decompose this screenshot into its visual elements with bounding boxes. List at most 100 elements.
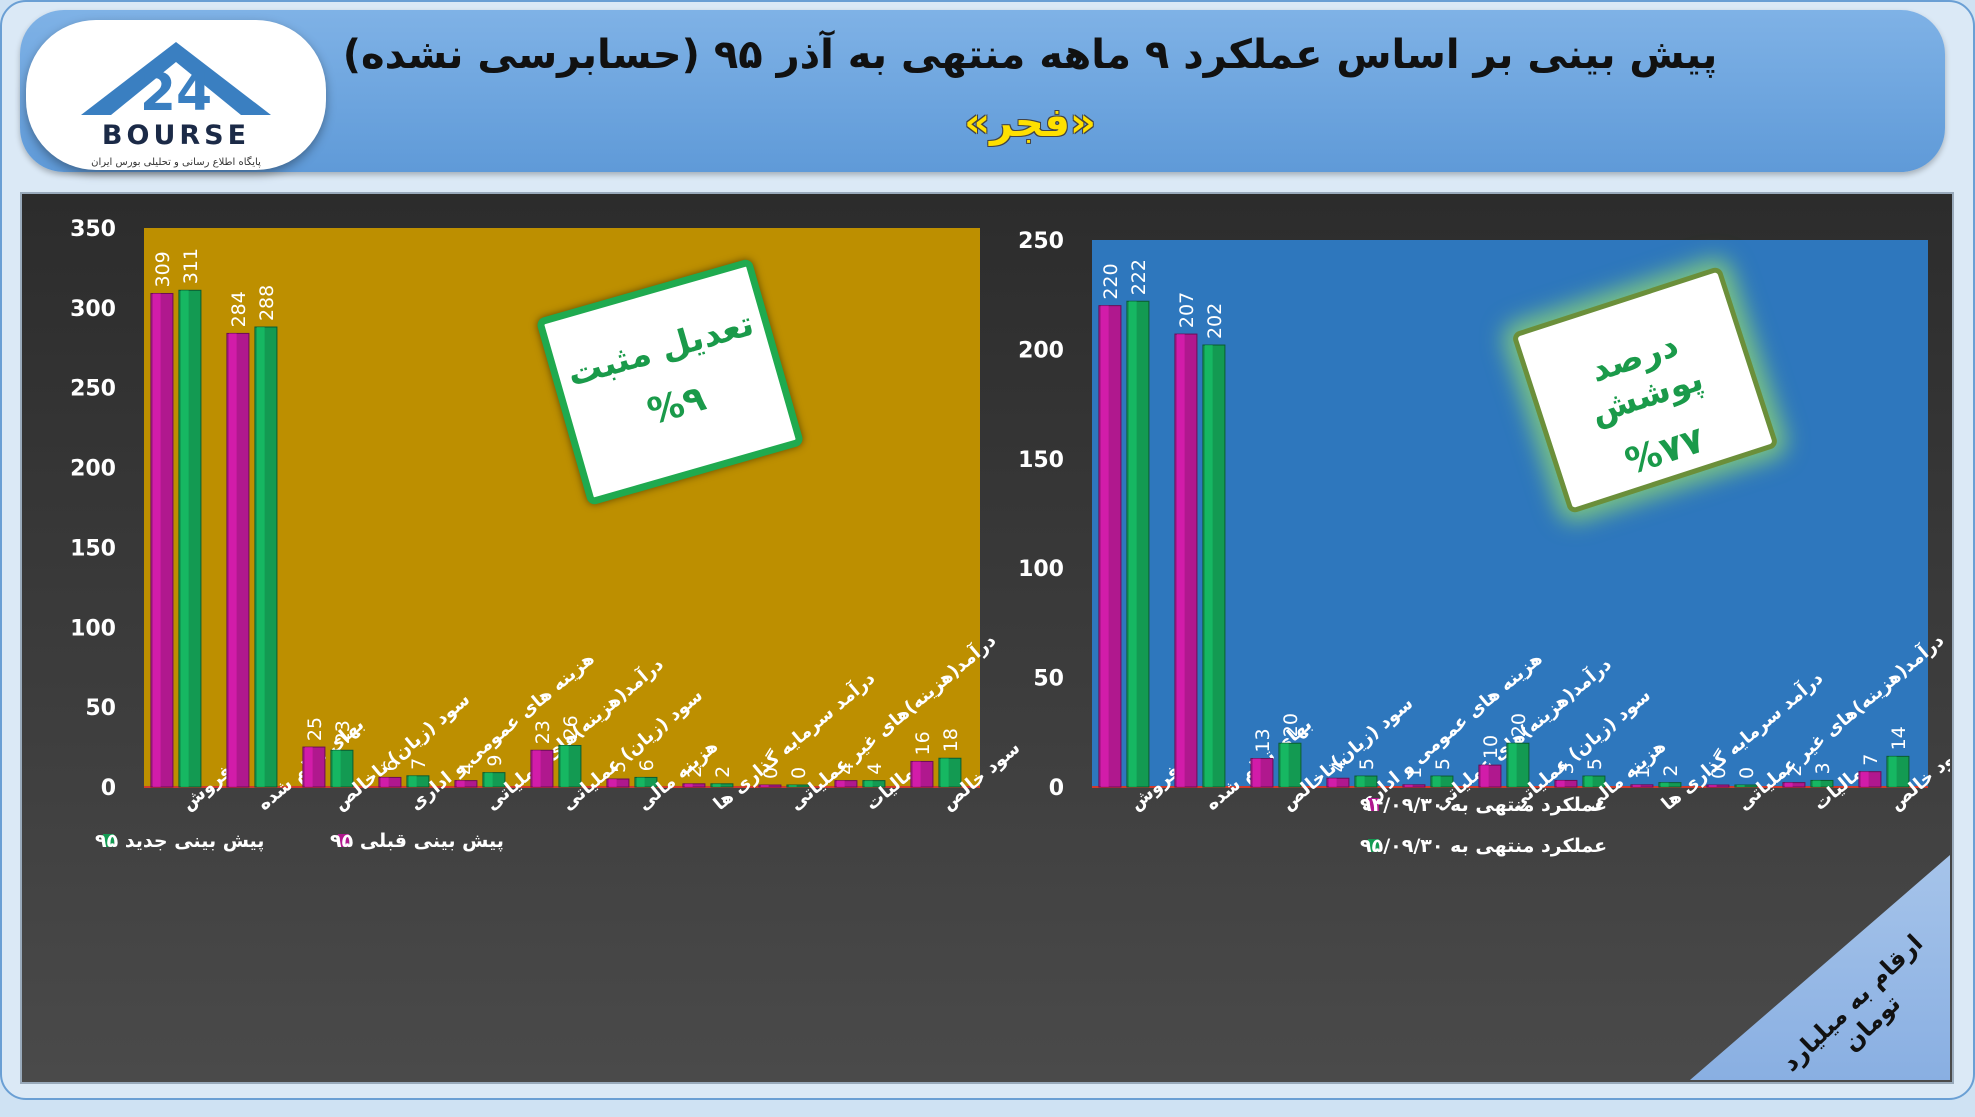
legend-label-0-0: پیش بینی قبلی ۹۵ (330, 830, 504, 852)
bar-highlight-0-0-5 (532, 750, 541, 787)
logo: 24 BOURSE پایگاه اطلاع رسانی و تحلیلی بو… (26, 20, 326, 170)
data-label-0-1-9: 4 (864, 763, 886, 775)
legend-swatch-0-0 (338, 834, 349, 847)
bar-0-1-7 (710, 783, 734, 788)
data-label-1-0-5: 10 (1480, 735, 1502, 759)
bar-1-0-4 (1402, 784, 1426, 788)
bar-highlight-0-1-6 (636, 777, 645, 787)
bar-highlight-1-1-7 (1660, 782, 1669, 787)
bar-highlight-1-0-4 (1404, 784, 1413, 787)
bar-highlight-1-0-9 (1784, 782, 1793, 787)
bar-1-0-9 (1782, 782, 1806, 788)
legend-swatch-1-0 (1368, 798, 1379, 811)
legend-label-0-1: پیش بینی جدید ۹۵ (95, 830, 264, 852)
bar-0-0-7 (682, 783, 706, 788)
data-label-0-0-10: 16 (912, 731, 934, 755)
y-tick-label-0-4: 200 (70, 457, 116, 482)
y-tick-label-1-1: 50 (1033, 667, 1064, 692)
data-label-1-0-1: 207 (1176, 292, 1198, 328)
company-name: «فجر» (964, 100, 1096, 146)
data-label-0-1-10: 18 (940, 728, 962, 752)
data-label-0-1-2: 23 (332, 720, 354, 744)
bar-0-0-3 (378, 776, 402, 788)
bar-0-0-4 (454, 780, 478, 788)
bar-0-1-8 (786, 784, 810, 788)
data-label-1-0-6: 3 (1556, 762, 1578, 774)
bar-highlight-0-0-1 (228, 333, 237, 787)
bar-highlight-0-0-3 (380, 777, 389, 787)
data-label-0-0-5: 23 (532, 720, 554, 744)
bar-highlight-0-0-6 (608, 779, 617, 787)
bar-highlight-1-1-0 (1128, 301, 1137, 787)
data-label-0-1-4: 9 (484, 755, 506, 767)
bar-1-0-8 (1706, 784, 1730, 788)
bar-highlight-1-1-10 (1888, 756, 1897, 787)
legend-swatch-1-1 (1368, 839, 1379, 852)
bar-1-0-3 (1326, 777, 1350, 788)
svg-text:24: 24 (140, 63, 212, 120)
bar-1-0-6 (1554, 779, 1578, 788)
data-label-1-0-4: 1 (1404, 767, 1426, 779)
data-label-0-0-6: 5 (608, 761, 630, 773)
bar-1-1-3 (1354, 775, 1378, 788)
bar-0-0-8 (758, 784, 782, 788)
plot-area-1 (1092, 240, 1928, 787)
bar-1-1-6 (1582, 775, 1606, 788)
bar-highlight-0-0-10 (912, 761, 921, 787)
bar-highlight-0-0-9 (836, 780, 845, 787)
data-label-1-1-0: 222 (1128, 259, 1150, 295)
bar-highlight-1-0-7 (1632, 784, 1641, 787)
bar-highlight-1-0-2 (1252, 758, 1261, 787)
data-label-1-0-9: 2 (1784, 765, 1806, 777)
bar-0-1-9 (862, 780, 886, 788)
bar-highlight-1-0-10 (1860, 771, 1869, 787)
data-label-1-0-2: 13 (1252, 728, 1274, 752)
bar-0-1-6 (634, 776, 658, 788)
y-tick-label-0-3: 150 (70, 536, 116, 561)
bar-1-1-8 (1734, 784, 1758, 788)
data-label-0-0-0: 309 (152, 251, 174, 287)
bar-0-0-6 (606, 778, 630, 788)
page-title: پیش بینی بر اساس عملکرد ۹ ماهه منتهی به … (342, 32, 1718, 78)
data-label-0-1-1: 288 (256, 285, 278, 321)
bar-highlight-0-1-2 (332, 750, 341, 787)
bar-1-1-4 (1430, 775, 1454, 788)
y-tick-label-0-5: 250 (70, 377, 116, 402)
bar-highlight-0-0-2 (304, 747, 313, 787)
legend-swatch-0-1 (103, 834, 114, 847)
bar-1-0-7 (1630, 784, 1654, 788)
bar-highlight-0-1-10 (940, 758, 949, 787)
data-label-1-1-4: 5 (1432, 758, 1454, 770)
bar-0-0-9 (834, 780, 858, 788)
y-tick-label-1-5: 250 (1018, 229, 1064, 254)
bar-highlight-1-1-6 (1584, 776, 1593, 787)
data-label-1-0-3: 4 (1328, 760, 1350, 772)
data-label-1-1-3: 5 (1356, 758, 1378, 770)
data-label-1-0-8: 0 (1708, 767, 1730, 779)
y-tick-label-1-0: 0 (1049, 776, 1064, 801)
bar-highlight-0-1-0 (180, 290, 189, 787)
y-tick-label-1-3: 150 (1018, 448, 1064, 473)
y-tick-label-0-2: 100 (70, 616, 116, 641)
legend-label-1-0: عملکرد منتهی به ۹۴/۰۹/۳۰ (1360, 794, 1607, 816)
data-label-0-1-8: 0 (788, 767, 810, 779)
bar-highlight-0-0-8 (760, 785, 769, 787)
bar-highlight-0-0-7 (684, 783, 693, 787)
data-label-1-1-8: 0 (1736, 767, 1758, 779)
bar-highlight-1-0-1 (1176, 334, 1185, 787)
bar-highlight-1-1-8 (1736, 785, 1745, 787)
data-label-0-0-4: 4 (456, 763, 478, 775)
data-label-0-1-6: 6 (636, 759, 658, 771)
header-banner (20, 10, 1945, 172)
data-label-1-1-6: 5 (1584, 758, 1606, 770)
data-label-1-0-7: 1 (1632, 767, 1654, 779)
y-tick-label-0-6: 300 (70, 297, 116, 322)
data-label-1-1-7: 2 (1660, 765, 1682, 777)
data-label-0-1-3: 7 (408, 758, 430, 770)
data-label-0-0-7: 2 (684, 766, 706, 778)
bar-highlight-0-1-4 (484, 772, 493, 787)
bar-highlight-1-1-1 (1204, 345, 1213, 787)
data-label-0-0-3: 6 (380, 759, 402, 771)
logo-tagline: پایگاه اطلاع رسانی و تحلیلی بورس ایران (91, 157, 261, 168)
